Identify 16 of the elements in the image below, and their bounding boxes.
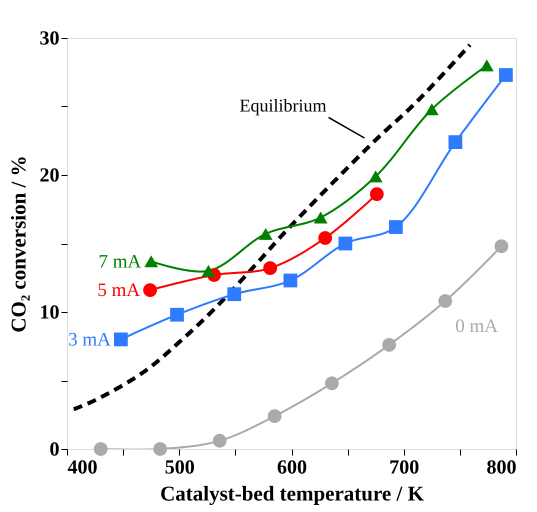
x-tick-label: 600 xyxy=(277,456,307,478)
text: Equilibrium xyxy=(240,95,327,116)
x-tick-label: 800 xyxy=(486,456,516,478)
x-axis-title: Catalyst-bed temperature / K xyxy=(160,482,425,506)
series-label: 5 mA xyxy=(97,280,140,302)
x-tick-label: 400 xyxy=(68,456,98,478)
y-axis-title: CO₂ conversion / % xyxy=(6,155,30,333)
y-tick-label: 30 xyxy=(40,28,60,50)
x-tick-label: 700 xyxy=(389,456,420,478)
series-label: 3 mA xyxy=(68,329,112,350)
y-tick-label: 0 xyxy=(50,438,60,460)
series-label: 7 mA xyxy=(98,251,142,272)
y-tick-label: 20 xyxy=(40,164,60,186)
series-label: 0 mA xyxy=(455,316,498,338)
y-tick-label: 10 xyxy=(40,302,60,324)
x-tick-label: 500 xyxy=(164,456,195,478)
